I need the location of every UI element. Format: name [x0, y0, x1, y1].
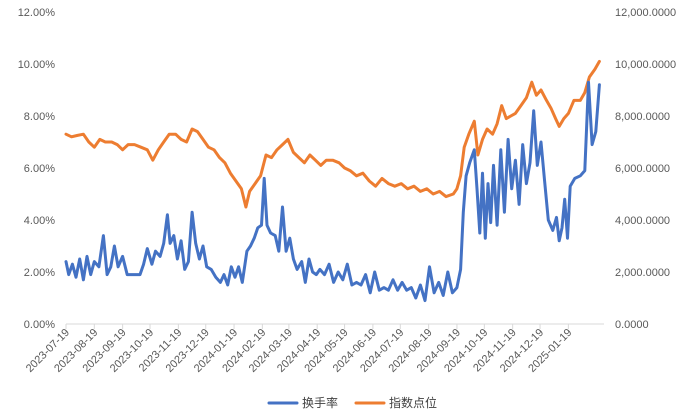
legend: 换手率 指数点位 [267, 395, 437, 410]
y-right-tick-label: 10,000.0000 [615, 59, 676, 71]
series-line-index [64, 59, 601, 209]
y-right-tick-label: 6,000.0000 [615, 163, 670, 175]
legend-item-index[interactable]: 指数点位 [354, 395, 437, 410]
legend-label-index: 指数点位 [389, 395, 437, 410]
series-line-turnover [64, 80, 601, 303]
y-left-tick-label: 8.00% [24, 111, 55, 123]
series-layer [64, 59, 601, 303]
y-right-tick-label: 0.0000 [615, 319, 649, 331]
y-left-tick-label: 2.00% [24, 267, 55, 279]
y-right-tick-label: 2,000.0000 [615, 267, 670, 279]
legend-label-turnover: 换手率 [302, 395, 338, 410]
y-left-tick-label: 0.00% [24, 319, 55, 331]
y-left-tick-label: 4.00% [24, 215, 55, 227]
legend-item-turnover[interactable]: 换手率 [267, 395, 338, 410]
y-right-tick-label: 8,000.0000 [615, 111, 670, 123]
y-left-tick-label: 12.00% [18, 7, 56, 19]
y-left-tick-label: 10.00% [18, 59, 56, 71]
y-right-tick-label: 12,000.0000 [615, 7, 676, 19]
y-right-tick-label: 4,000.0000 [615, 215, 670, 227]
y-left-tick-label: 6.00% [24, 163, 55, 175]
axes-layer: 2023-07-192023-08-192023-09-192023-10-19… [18, 7, 676, 375]
